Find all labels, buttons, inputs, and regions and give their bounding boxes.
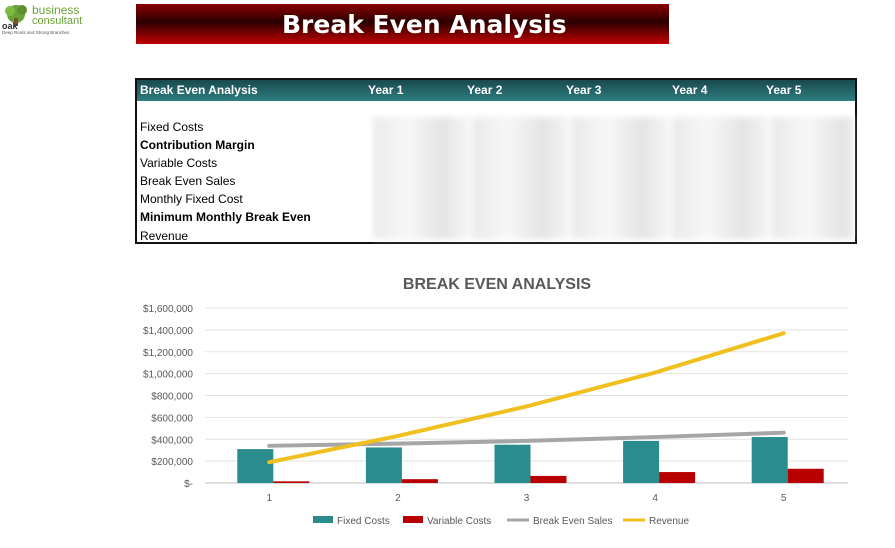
table-header-year-2: Year 2 (467, 83, 503, 97)
logo-word-business: business (32, 3, 80, 17)
logo-tagline: Deep Roots and Strong Branches (2, 30, 70, 35)
page-title: Break Even Analysis (282, 10, 567, 39)
table-row-label: Break Even Sales (140, 174, 236, 188)
page-banner: Break Even Analysis (136, 4, 669, 44)
bar-fixed-costs (623, 440, 660, 483)
table-header-year-5: Year 5 (766, 83, 802, 97)
blurred-values-area (373, 117, 853, 239)
bar-fixed-costs (237, 449, 274, 483)
y-tick-label: $1,000,000 (143, 370, 193, 381)
line-revenue (267, 331, 786, 465)
x-tick-label: 2 (395, 493, 401, 504)
logo-word-consultant: consultant (32, 15, 83, 27)
chart-title: BREAK EVEN ANALYSIS (403, 276, 592, 293)
break-even-table: Break Even Analysis Year 1 Year 2 Year 3… (135, 78, 857, 244)
bar-fixed-costs (494, 444, 531, 483)
logo-brand-text: oak (2, 21, 19, 31)
table-header-year-4: Year 4 (672, 83, 708, 97)
table-header-year-1: Year 1 (368, 83, 404, 97)
break-even-chart: BREAK EVEN ANALYSIS $- $200,000 $400,000 $6… (143, 276, 848, 527)
table-header-label: Break Even Analysis (140, 83, 258, 97)
table-header: Break Even Analysis Year 1 Year 2 Year 3… (137, 80, 855, 101)
y-tick-label: $1,200,000 (143, 348, 193, 359)
legend-label: Break Even Sales (533, 516, 613, 527)
legend-label: Fixed Costs (337, 516, 390, 527)
x-tick-label: 1 (267, 493, 273, 504)
company-logo: oak business consultant Deep Roots and S… (2, 2, 86, 38)
bar-variable-costs (401, 479, 438, 483)
bar-variable-costs (787, 468, 824, 483)
table-row-label: Minimum Monthly Break Even (140, 210, 311, 224)
bar-variable-costs (530, 475, 567, 483)
bar-fixed-costs (365, 447, 402, 483)
table-row-label: Monthly Fixed Cost (140, 192, 243, 206)
x-tick-label: 4 (652, 493, 658, 504)
y-tick-label: $1,400,000 (143, 326, 193, 337)
legend-swatch (403, 516, 423, 523)
y-tick-label: $800,000 (151, 392, 193, 403)
legend-label: Variable Costs (427, 516, 491, 527)
bar-variable-costs (273, 481, 310, 483)
y-tick-label: $400,000 (151, 435, 193, 446)
tree-logo-icon: oak (2, 5, 27, 31)
table-row-label: Variable Costs (140, 156, 218, 170)
table-row-label: Fixed Costs (140, 120, 204, 134)
bar-variable-costs (659, 472, 696, 483)
bar-fixed-costs (751, 437, 788, 483)
x-tick-label: 3 (524, 493, 530, 504)
y-tick-label: $1,600,000 (143, 304, 193, 315)
x-tick-label: 5 (781, 493, 787, 504)
table-row-label: Revenue (140, 229, 189, 243)
y-tick-label: $600,000 (151, 413, 193, 424)
y-tick-label: $200,000 (151, 457, 193, 468)
table-header-year-3: Year 3 (566, 83, 602, 97)
legend-label: Revenue (649, 516, 689, 527)
table-row-label: Contribution Margin (140, 138, 255, 152)
legend-swatch (313, 516, 333, 523)
y-tick-label: $- (184, 479, 193, 490)
